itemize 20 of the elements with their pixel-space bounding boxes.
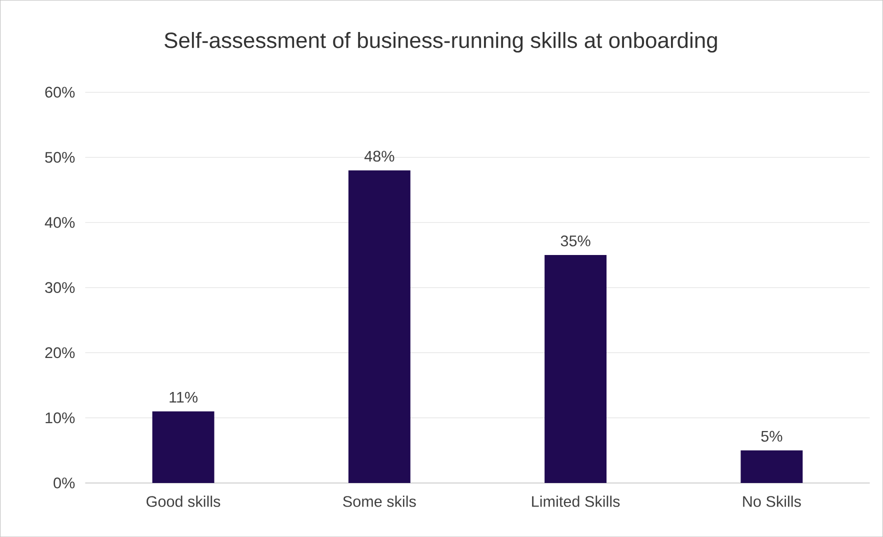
y-tick-label: 50% [45,152,75,163]
y-tick-label: 20% [45,347,75,358]
y-tick-label: 60% [45,86,75,98]
x-tick-label: Limited Skills [532,496,620,507]
bar [152,411,214,483]
y-tick-label: 0% [54,477,75,488]
x-tick-label: Good skills [146,496,220,507]
x-tick-label: No Skills [743,496,801,507]
data-label: 5% [761,430,782,442]
data-label: 48% [364,150,394,162]
bar [348,170,410,483]
bar [740,450,803,483]
data-label: 35% [560,235,590,246]
data-label: 11% [170,392,198,403]
x-tick-label: Some skils [343,496,416,507]
y-tick-label: 10% [46,412,75,424]
chart-title: Self-assessment of business-running skills at onboarding [164,32,717,52]
y-tick-label: 30% [45,282,75,293]
y-tick-label: 40% [44,216,75,228]
bar [544,254,607,483]
